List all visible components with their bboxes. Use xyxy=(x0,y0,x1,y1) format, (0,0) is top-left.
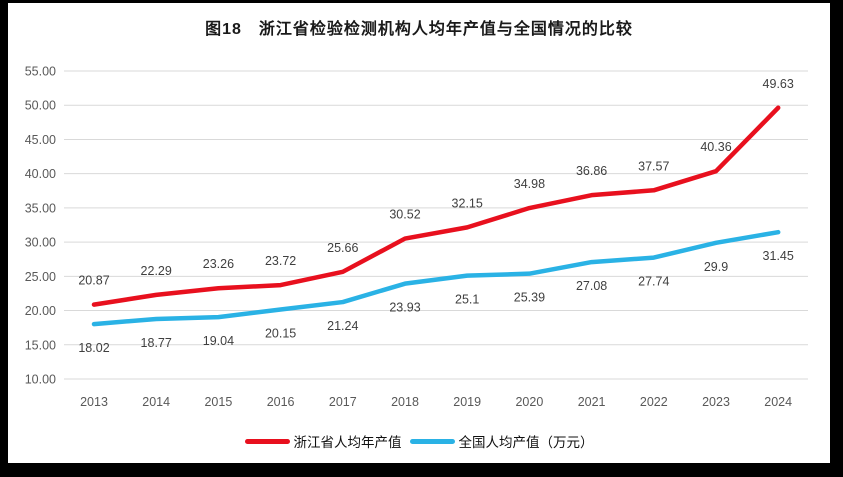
legend-label-zhejiang: 浙江省人均年产值 xyxy=(293,435,402,450)
x-axis-tick-label: 2020 xyxy=(515,395,543,409)
x-axis-tick-label: 2018 xyxy=(391,395,419,409)
y-axis-tick-label: 55.00 xyxy=(25,65,56,79)
data-label-zhejiang: 36.86 xyxy=(576,164,607,178)
blue-line-marker-icon xyxy=(409,438,455,444)
chart-legend: 浙江省人均年产值 全国人均产值（万元） xyxy=(8,431,830,451)
data-label-national: 19.04 xyxy=(203,334,234,348)
y-axis-tick-label: 30.00 xyxy=(25,236,56,250)
data-label-national: 27.08 xyxy=(576,279,607,293)
x-axis-tick-label: 2021 xyxy=(578,395,606,409)
x-axis-tick-label: 2016 xyxy=(267,395,295,409)
data-label-national: 25.1 xyxy=(455,293,479,307)
data-label-zhejiang: 37.57 xyxy=(638,159,669,173)
data-label-zhejiang: 20.87 xyxy=(78,274,109,288)
x-axis-tick-label: 2024 xyxy=(764,395,792,409)
series-line-national xyxy=(91,229,781,327)
data-label-national: 18.02 xyxy=(78,341,109,355)
x-axis-tick-label: 2019 xyxy=(453,395,481,409)
data-label-national: 20.15 xyxy=(265,327,296,341)
chart-title: 图18 浙江省检验检测机构人均年产值与全国情况的比较 xyxy=(205,21,633,38)
data-label-zhejiang: 32.15 xyxy=(452,196,483,210)
line-chart-plot-area: 55.00 50.00 45.00 40.00 35.00 30.00 25.00 20.00… xyxy=(25,65,808,409)
x-axis-tick-label: 2017 xyxy=(329,395,357,409)
y-axis-tick-label: 15.00 xyxy=(25,338,56,352)
data-label-national: 18.77 xyxy=(141,336,172,350)
legend-label-national: 全国人均产值（万元） xyxy=(458,435,594,450)
data-label-zhejiang: 25.66 xyxy=(327,241,358,255)
legend-item-zhejiang: 浙江省人均年产值 xyxy=(244,431,402,451)
data-label-zhejiang: 22.29 xyxy=(141,264,172,278)
data-label-zhejiang: 30.52 xyxy=(389,208,420,222)
red-line-marker-icon xyxy=(244,438,290,444)
data-label-national: 25.39 xyxy=(514,291,545,305)
data-label-national: 31.45 xyxy=(763,249,794,263)
data-label-zhejiang: 40.36 xyxy=(700,140,731,154)
data-label-national: 27.74 xyxy=(638,275,669,289)
x-axis-tick-label: 2015 xyxy=(204,395,232,409)
data-label-zhejiang: 49.63 xyxy=(763,77,794,91)
data-label-national: 29.9 xyxy=(704,260,728,274)
data-label-national: 23.93 xyxy=(389,301,420,315)
y-axis-tick-label: 50.00 xyxy=(25,99,56,113)
x-axis-tick-label: 2014 xyxy=(142,395,170,409)
y-axis-tick-label: 45.00 xyxy=(25,133,56,147)
series-line-zhejiang xyxy=(91,105,781,307)
legend-item-national: 全国人均产值（万元） xyxy=(409,431,594,451)
y-axis-tick-label: 20.00 xyxy=(25,304,56,318)
y-axis-tick-label: 10.00 xyxy=(25,373,56,387)
y-axis-tick-label: 35.00 xyxy=(25,201,56,215)
data-label-zhejiang: 23.72 xyxy=(265,254,296,268)
x-axis-tick-label: 2023 xyxy=(702,395,730,409)
x-axis-tick-label: 2013 xyxy=(80,395,108,409)
x-axis-tick-label: 2022 xyxy=(640,395,668,409)
y-axis-tick-label: 25.00 xyxy=(25,270,56,284)
y-axis-tick-label: 40.00 xyxy=(25,167,56,181)
chart-panel: 图18 浙江省检验检测机构人均年产值与全国情况的比较 55.00 50.00 45.… xyxy=(8,3,830,463)
data-label-national: 21.24 xyxy=(327,319,358,333)
data-label-zhejiang: 23.26 xyxy=(203,257,234,271)
data-label-zhejiang: 34.98 xyxy=(514,177,545,191)
